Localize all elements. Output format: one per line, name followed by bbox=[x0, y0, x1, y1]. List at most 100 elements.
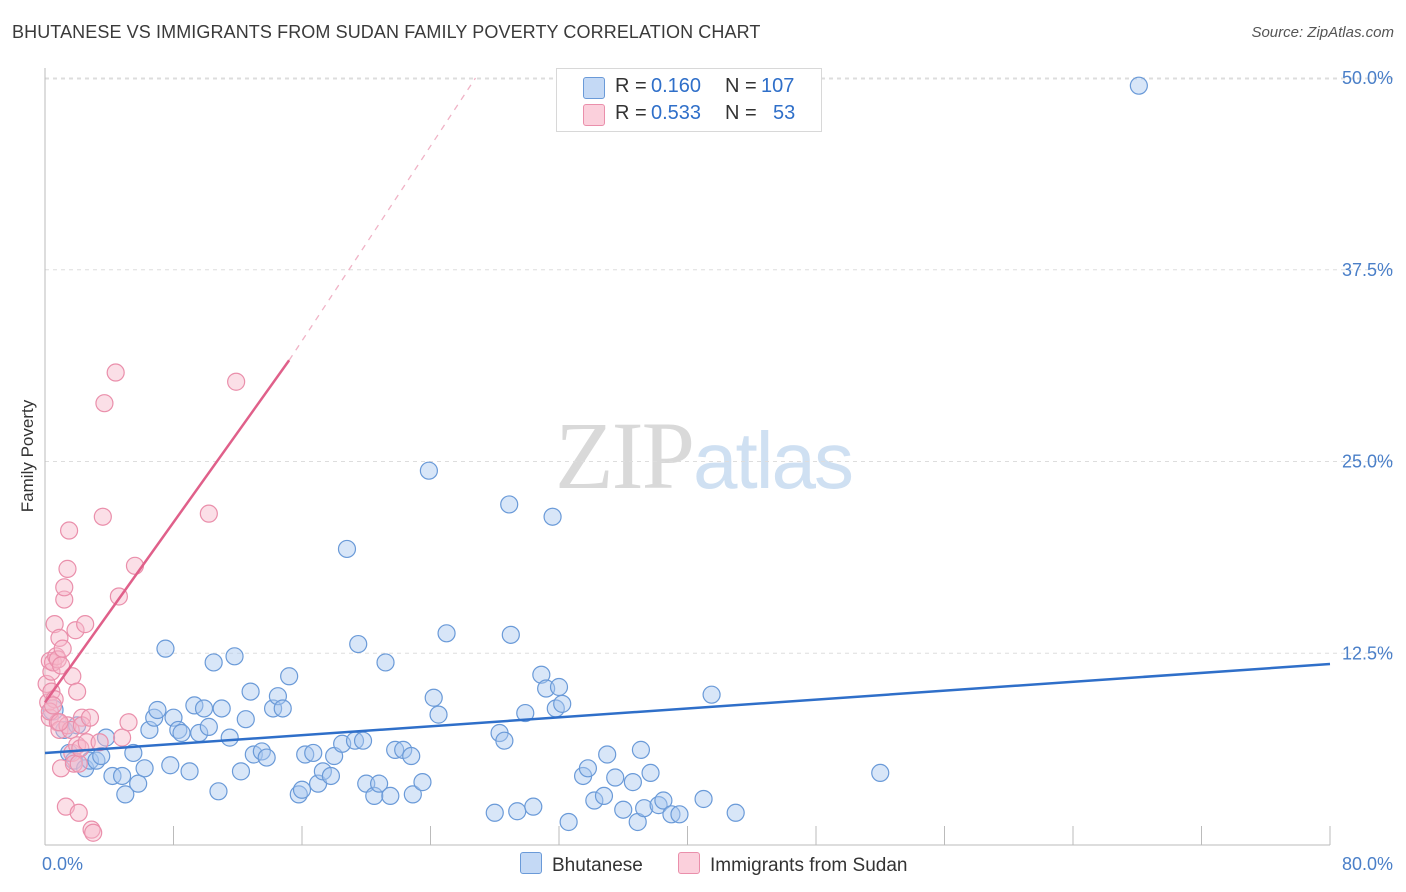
bhutanese-point bbox=[871, 763, 890, 783]
sudan-point bbox=[125, 556, 145, 575]
bhutanese-point bbox=[702, 685, 721, 704]
bottom-legend-label-bhutanese: Bhutanese bbox=[552, 855, 643, 876]
bhutanese-point bbox=[598, 745, 617, 764]
bottom-swatch-pink bbox=[678, 852, 700, 874]
sudan-point bbox=[43, 696, 63, 715]
watermark: ZIPatlas bbox=[555, 400, 854, 511]
bhutanese-point bbox=[292, 780, 312, 799]
sudan-point bbox=[82, 820, 101, 839]
legend-swatch-pink bbox=[583, 104, 605, 126]
bhutanese-point bbox=[594, 786, 614, 806]
y-tick-label: 37.5% bbox=[1342, 260, 1393, 280]
y-tick-label: 50.0% bbox=[1342, 68, 1393, 88]
bhutanese-point bbox=[524, 797, 543, 816]
bhutanese-point bbox=[337, 539, 357, 559]
sudan-point bbox=[93, 507, 112, 526]
sudan-point bbox=[106, 363, 125, 382]
sudan-points bbox=[37, 363, 246, 842]
sudan-point bbox=[68, 682, 87, 701]
legend-n-label: N = bbox=[725, 75, 757, 97]
bhutanese-point bbox=[135, 759, 154, 778]
sudan-point bbox=[90, 733, 109, 752]
legend-swatch-blue bbox=[583, 77, 605, 99]
y-tick-label: 25.0% bbox=[1342, 452, 1393, 472]
bhutanese-point bbox=[321, 766, 341, 786]
sudan-point bbox=[53, 639, 72, 658]
legend-r-value: 0.533 bbox=[651, 102, 702, 124]
bhutanese-point bbox=[236, 710, 255, 729]
bhutanese-point bbox=[220, 728, 239, 747]
bhutanese-point bbox=[370, 774, 389, 793]
sudan-point bbox=[59, 521, 79, 540]
bhutanese-point bbox=[654, 791, 673, 810]
bhutanese-point bbox=[280, 667, 299, 686]
sudan-point bbox=[95, 394, 114, 413]
trend-lines bbox=[43, 77, 1331, 755]
bhutanese-point bbox=[578, 759, 598, 778]
bhutanese-point bbox=[429, 705, 448, 724]
bhutanese-point bbox=[103, 766, 122, 786]
bhutanese-point bbox=[376, 653, 395, 672]
bhutanese-point bbox=[212, 699, 231, 718]
bottom-swatch-blue bbox=[520, 852, 542, 874]
bhutanese-point bbox=[631, 740, 651, 759]
axes bbox=[44, 68, 1331, 846]
bhutanese-point bbox=[353, 731, 373, 750]
bhutanese-point bbox=[204, 653, 223, 672]
watermark-atlas: atlas bbox=[693, 416, 854, 505]
sudan-trend-line bbox=[43, 359, 291, 704]
bhutanese-point bbox=[402, 746, 421, 766]
bhutanese-point bbox=[180, 762, 199, 781]
bhutanese-point bbox=[485, 803, 504, 822]
bhutanese-point bbox=[96, 728, 116, 747]
bhutanese-point bbox=[252, 742, 271, 761]
bhutanese-point bbox=[161, 756, 180, 775]
bhutanese-point bbox=[508, 802, 527, 821]
legend-n-label: N = bbox=[725, 102, 757, 124]
sudan-point bbox=[80, 708, 100, 727]
legend-n-value: 107 bbox=[761, 75, 795, 97]
bottom-legend-label-sudan: Immigrants from Sudan bbox=[710, 855, 908, 876]
bhutanese-point bbox=[606, 768, 625, 787]
bhutanese-point bbox=[199, 717, 218, 736]
sudan-point bbox=[84, 823, 103, 842]
bhutanese-point bbox=[403, 785, 422, 804]
sudan-point bbox=[58, 559, 77, 578]
sudan-point bbox=[64, 754, 84, 773]
bhutanese-point bbox=[424, 688, 443, 707]
bhutanese-point bbox=[623, 773, 642, 792]
bhutanese-point bbox=[148, 700, 167, 720]
bhutanese-point bbox=[273, 699, 292, 718]
bottom-legend-sudan: Immigrants from Sudan bbox=[678, 852, 907, 877]
sudan-point bbox=[199, 504, 218, 523]
bhutanese-point bbox=[231, 762, 251, 781]
bhutanese-point bbox=[726, 803, 745, 822]
sudan-point bbox=[50, 628, 69, 648]
bhutanese-point bbox=[553, 694, 572, 713]
bhutanese-point bbox=[543, 507, 562, 526]
bhutanese-point bbox=[549, 677, 569, 697]
sudan-point bbox=[69, 754, 88, 773]
bhutanese-point bbox=[124, 743, 143, 763]
bhutanese-point bbox=[694, 789, 713, 809]
bhutanese-point bbox=[635, 799, 654, 818]
legend-r-label: R = bbox=[615, 75, 647, 97]
bhutanese-point bbox=[670, 805, 689, 824]
sudan-point bbox=[50, 713, 69, 732]
bhutanese-point bbox=[116, 785, 135, 804]
bhutanese-point bbox=[156, 639, 175, 658]
bhutanese-point bbox=[225, 647, 244, 666]
grid-lines bbox=[45, 77, 1395, 654]
x-tick-label: 0.0% bbox=[42, 854, 83, 874]
sudan-point bbox=[55, 578, 74, 597]
sudan-point bbox=[66, 621, 85, 640]
bhutanese-point bbox=[559, 812, 578, 832]
bhutanese-point bbox=[532, 665, 551, 684]
bhutanese-point bbox=[172, 723, 191, 743]
legend-r-value: 0.160 bbox=[651, 75, 702, 97]
bottom-legend-bhutanese: Bhutanese bbox=[520, 852, 643, 877]
bhutanese-points bbox=[42, 76, 1148, 832]
sudan-point bbox=[45, 615, 64, 634]
bhutanese-point bbox=[257, 748, 276, 767]
